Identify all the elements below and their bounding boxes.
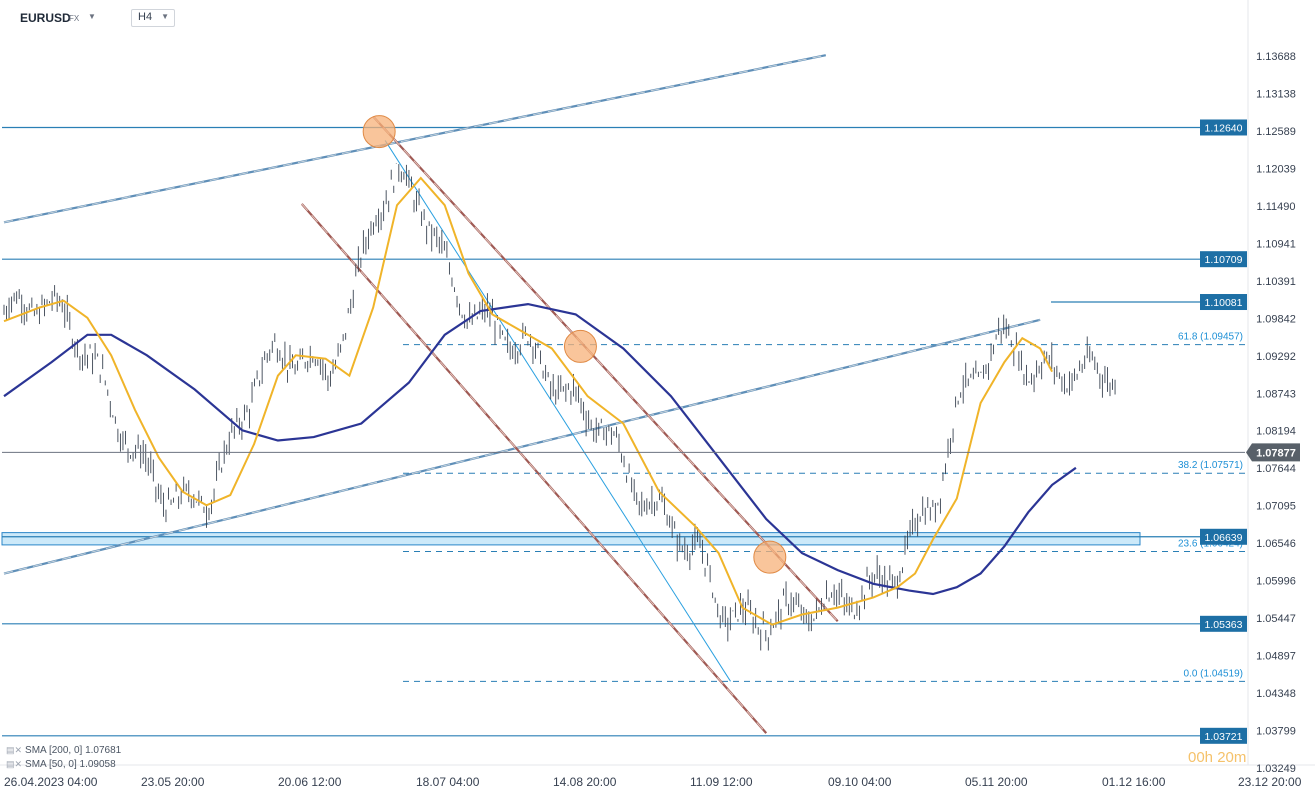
- highlight-marker[interactable]: [753, 540, 787, 574]
- ascending-channel-upper-dash: [3, 54, 826, 223]
- highlight-marker[interactable]: [563, 329, 597, 363]
- level-price-tag: [1200, 727, 1247, 744]
- y-axis-tick-label: 1.07644: [1256, 463, 1296, 475]
- descending-channel-upper-dash: [372, 116, 839, 622]
- y-axis-tick-label: 1.03799: [1256, 726, 1296, 738]
- countdown-watermark: 00h 20m: [1188, 749, 1246, 766]
- timeframe-select[interactable]: H4 ▼: [131, 9, 175, 27]
- y-axis-tick-label: 1.04897: [1256, 651, 1296, 663]
- timeframe-dropdown-icon: ▼: [161, 12, 169, 21]
- y-axis-tick-label: 1.05996: [1256, 576, 1296, 588]
- level-price-tag: [1200, 615, 1247, 632]
- x-axis-tick-label: 20.06 12:00: [278, 775, 342, 789]
- indicator-settings-icon[interactable]: ▤✕: [6, 745, 23, 755]
- y-axis-tick-label: 1.06546: [1256, 538, 1296, 550]
- descending-channel-lower-dash: [301, 203, 767, 734]
- level-price-label: 1.10081: [1205, 297, 1243, 309]
- y-axis-tick-label: 1.08743: [1256, 388, 1296, 400]
- y-axis-tick-label: 1.09842: [1256, 313, 1296, 325]
- chart-toolbar: EURUSD FX ▼ H4 ▼: [0, 0, 1240, 34]
- fib-level-label: 61.8 (1.09457): [1178, 332, 1243, 343]
- sma-50-line[interactable]: [3, 176, 1053, 626]
- legend-sma-50-text: SMA [50, 0] 1.09058: [25, 759, 116, 770]
- legend-sma-200-text: SMA [200, 0] 1.07681: [25, 745, 122, 756]
- legend-sma-200[interactable]: ▤✕ SMA [200, 0] 1.07681: [6, 745, 121, 756]
- x-axis-tick-label: 23.12 20:00: [1238, 775, 1302, 789]
- y-axis-tick-label: 1.11490: [1257, 201, 1296, 213]
- timeframe-value: H4: [138, 11, 153, 23]
- symbol-name[interactable]: EURUSD: [20, 11, 71, 25]
- y-axis-tick-label: 1.12589: [1256, 126, 1296, 138]
- x-axis-tick-label: 14.08 20:00: [553, 775, 617, 789]
- y-axis-tick-label: 1.10941: [1256, 238, 1296, 250]
- indicator-settings-icon[interactable]: ▤✕: [6, 759, 23, 769]
- y-axis-tick-label: 1.13138: [1256, 88, 1296, 100]
- highlight-marker[interactable]: [362, 115, 396, 149]
- level-price-label: 1.10709: [1205, 254, 1243, 266]
- current-price-label: 1.07877: [1256, 447, 1296, 459]
- level-price-label: 1.12640: [1205, 122, 1243, 134]
- x-axis-tick-label: 18.07 04:00: [416, 775, 480, 789]
- sma-200-line[interactable]: [3, 302, 1077, 596]
- y-axis-tick-label: 1.07095: [1256, 501, 1296, 513]
- y-axis-tick-label: 1.03249: [1256, 763, 1296, 775]
- fib-level-label: 38.2 (1.07571): [1178, 460, 1243, 471]
- y-axis-tick-label: 1.09292: [1256, 351, 1296, 363]
- x-axis-tick-label: 23.05 20:00: [141, 775, 205, 789]
- support-zone[interactable]: [1, 532, 1141, 546]
- level-price-tag: [1200, 294, 1247, 311]
- y-axis-tick-label: 1.05447: [1256, 613, 1296, 625]
- fib-level-label: 0.0 (1.04519): [1184, 668, 1244, 679]
- symbol-dropdown-icon[interactable]: ▼: [88, 12, 96, 21]
- level-price-label: 1.06639: [1205, 532, 1243, 544]
- level-price-tag: [1200, 119, 1247, 136]
- x-axis-tick-label: 09.10 04:00: [828, 775, 892, 789]
- y-axis-tick-label: 1.10391: [1256, 276, 1296, 288]
- y-axis-tick-label: 1.04348: [1256, 688, 1296, 700]
- level-price-tag: [1200, 528, 1247, 545]
- ascending-channel-lower-dash: [3, 319, 1041, 575]
- level-price-label: 1.05363: [1205, 619, 1243, 631]
- legend-sma-50[interactable]: ▤✕ SMA [50, 0] 1.09058: [6, 759, 116, 770]
- market-label: FX: [69, 14, 80, 23]
- current-price-tag: [1246, 443, 1300, 462]
- x-axis-tick-label: 11.09 12:00: [690, 775, 753, 789]
- x-axis-tick-label: 05.11 20:00: [965, 775, 1028, 789]
- level-price-tag: [1200, 251, 1247, 268]
- level-price-label: 1.03721: [1205, 731, 1243, 743]
- x-axis-tick-label: 26.04.2023 04:00: [4, 775, 98, 789]
- y-axis-tick-label: 1.12039: [1256, 163, 1296, 175]
- y-axis-tick-label: 1.08194: [1256, 426, 1296, 438]
- descending-trend-thin-line[interactable]: [384, 140, 731, 682]
- y-axis-tick-label: 1.13688: [1256, 51, 1296, 63]
- x-axis-tick-label: 01.12 16:00: [1102, 775, 1166, 789]
